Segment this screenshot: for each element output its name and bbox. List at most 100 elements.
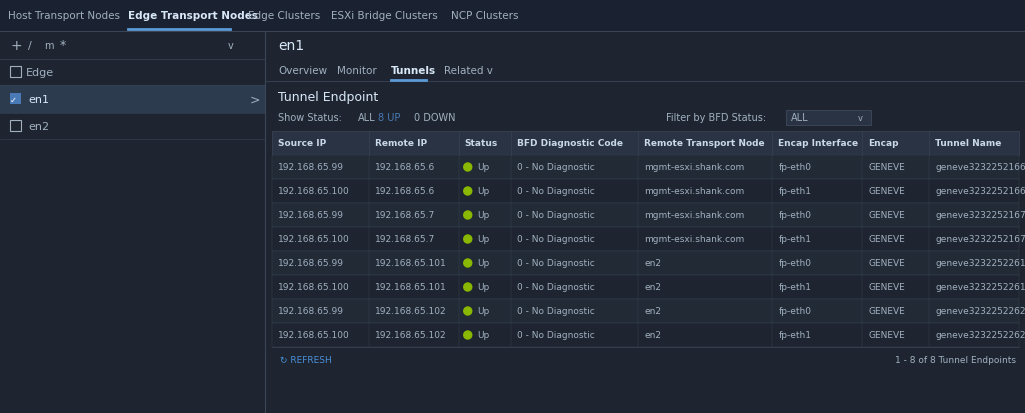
Text: Up: Up (477, 187, 489, 196)
Text: 0 - No Diagnostic: 0 - No Diagnostic (517, 331, 594, 339)
Text: geneve3232252262: geneve3232252262 (936, 331, 1025, 339)
Text: Related v: Related v (444, 66, 493, 76)
Text: ALL: ALL (358, 113, 375, 123)
Bar (10, 94, 20, 105)
Text: /: / (28, 41, 32, 51)
Circle shape (463, 211, 472, 219)
Text: v: v (228, 41, 234, 51)
Text: Tunnel Name: Tunnel Name (936, 139, 1001, 148)
Text: 192.168.65.6: 192.168.65.6 (375, 163, 436, 172)
Text: mgmt-esxi.shank.com: mgmt-esxi.shank.com (644, 235, 744, 244)
Text: Edge Transport Nodes: Edge Transport Nodes (128, 11, 258, 21)
Text: Source IP: Source IP (278, 139, 326, 148)
Text: en2: en2 (644, 259, 661, 268)
Bar (272, 299, 1019, 323)
Text: 192.168.65.100: 192.168.65.100 (278, 235, 350, 244)
Text: fp-eth0: fp-eth0 (779, 307, 812, 316)
Circle shape (463, 235, 472, 243)
Text: m: m (44, 41, 53, 51)
Text: fp-eth1: fp-eth1 (779, 331, 812, 339)
Text: Tunnels: Tunnels (391, 66, 436, 76)
Text: 192.168.65.100: 192.168.65.100 (278, 283, 350, 292)
Text: Edge Clusters: Edge Clusters (248, 11, 320, 21)
Text: 192.168.65.99: 192.168.65.99 (278, 307, 344, 316)
Text: 192.168.65.101: 192.168.65.101 (375, 259, 447, 268)
Text: fp-eth1: fp-eth1 (779, 235, 812, 244)
Text: GENEVE: GENEVE (868, 283, 905, 292)
Text: NCP Clusters: NCP Clusters (451, 11, 519, 21)
Text: 0 - No Diagnostic: 0 - No Diagnostic (517, 187, 594, 196)
Text: 192.168.65.100: 192.168.65.100 (278, 187, 350, 196)
Text: 192.168.65.100: 192.168.65.100 (278, 331, 350, 339)
Bar (0, 32, 265, 413)
Bar (0, 60, 265, 86)
Text: ↻ REFRESH: ↻ REFRESH (280, 356, 332, 365)
Text: geneve3232252166: geneve3232252166 (936, 163, 1025, 172)
Text: GENEVE: GENEVE (868, 187, 905, 196)
Text: BFD Diagnostic Code: BFD Diagnostic Code (517, 139, 623, 148)
Text: en2: en2 (644, 283, 661, 292)
Text: fp-eth1: fp-eth1 (779, 283, 812, 292)
Text: v: v (858, 114, 863, 123)
Text: mgmt-esxi.shank.com: mgmt-esxi.shank.com (644, 187, 744, 196)
Text: GENEVE: GENEVE (868, 163, 905, 172)
Text: Up: Up (477, 283, 489, 292)
Text: geneve3232252167: geneve3232252167 (936, 211, 1025, 220)
Text: Encap Interface: Encap Interface (779, 139, 859, 148)
Text: Encap: Encap (868, 139, 899, 148)
Text: GENEVE: GENEVE (868, 235, 905, 244)
Text: geneve3232252166: geneve3232252166 (936, 187, 1025, 196)
Bar (10, 121, 20, 132)
Text: 192.168.65.102: 192.168.65.102 (375, 307, 447, 316)
Text: 192.168.65.7: 192.168.65.7 (375, 235, 436, 244)
Text: geneve3232252261: geneve3232252261 (936, 259, 1025, 268)
Text: geneve3232252262: geneve3232252262 (936, 307, 1025, 316)
Text: fp-eth0: fp-eth0 (779, 211, 812, 220)
Text: 192.168.65.101: 192.168.65.101 (375, 283, 447, 292)
Text: en2: en2 (644, 331, 661, 339)
Bar (272, 275, 1019, 299)
Text: 0 - No Diagnostic: 0 - No Diagnostic (517, 283, 594, 292)
Text: 8 UP: 8 UP (378, 113, 401, 123)
Bar (272, 323, 1019, 347)
Circle shape (463, 283, 472, 291)
Text: Status: Status (464, 139, 498, 148)
Bar (272, 132, 1019, 156)
Text: Remote IP: Remote IP (375, 139, 427, 148)
Text: Up: Up (477, 307, 489, 316)
Bar (272, 204, 1019, 228)
Bar (272, 180, 1019, 204)
Text: en1: en1 (28, 95, 49, 105)
Text: >: > (250, 93, 260, 106)
Text: Up: Up (477, 211, 489, 220)
Text: 192.168.65.7: 192.168.65.7 (375, 211, 436, 220)
Text: Up: Up (477, 163, 489, 172)
Circle shape (463, 259, 472, 267)
Text: GENEVE: GENEVE (868, 211, 905, 220)
Bar (272, 156, 1019, 180)
Text: Host Transport Nodes: Host Transport Nodes (8, 11, 120, 21)
Text: *: * (60, 39, 67, 52)
Text: 192.168.65.99: 192.168.65.99 (278, 211, 344, 220)
Text: +: + (10, 39, 22, 53)
Text: mgmt-esxi.shank.com: mgmt-esxi.shank.com (644, 211, 744, 220)
Circle shape (463, 307, 472, 315)
Text: Up: Up (477, 331, 489, 339)
Text: Monitor: Monitor (337, 66, 376, 76)
Text: 0 - No Diagnostic: 0 - No Diagnostic (517, 163, 594, 172)
Text: 0 - No Diagnostic: 0 - No Diagnostic (517, 235, 594, 244)
Text: 192.168.65.6: 192.168.65.6 (375, 187, 436, 196)
Bar (10, 67, 20, 78)
Circle shape (463, 188, 472, 195)
Text: Edge: Edge (26, 68, 54, 78)
Text: Filter by BFD Status:: Filter by BFD Status: (666, 113, 766, 123)
Text: fp-eth0: fp-eth0 (779, 163, 812, 172)
Text: Overview: Overview (278, 66, 327, 76)
Text: 0 - No Diagnostic: 0 - No Diagnostic (517, 211, 594, 220)
Bar (0, 114, 265, 140)
Text: geneve3232252167: geneve3232252167 (936, 235, 1025, 244)
Bar (786, 111, 871, 126)
Circle shape (463, 331, 472, 339)
Text: GENEVE: GENEVE (868, 307, 905, 316)
Text: en1: en1 (278, 39, 304, 53)
